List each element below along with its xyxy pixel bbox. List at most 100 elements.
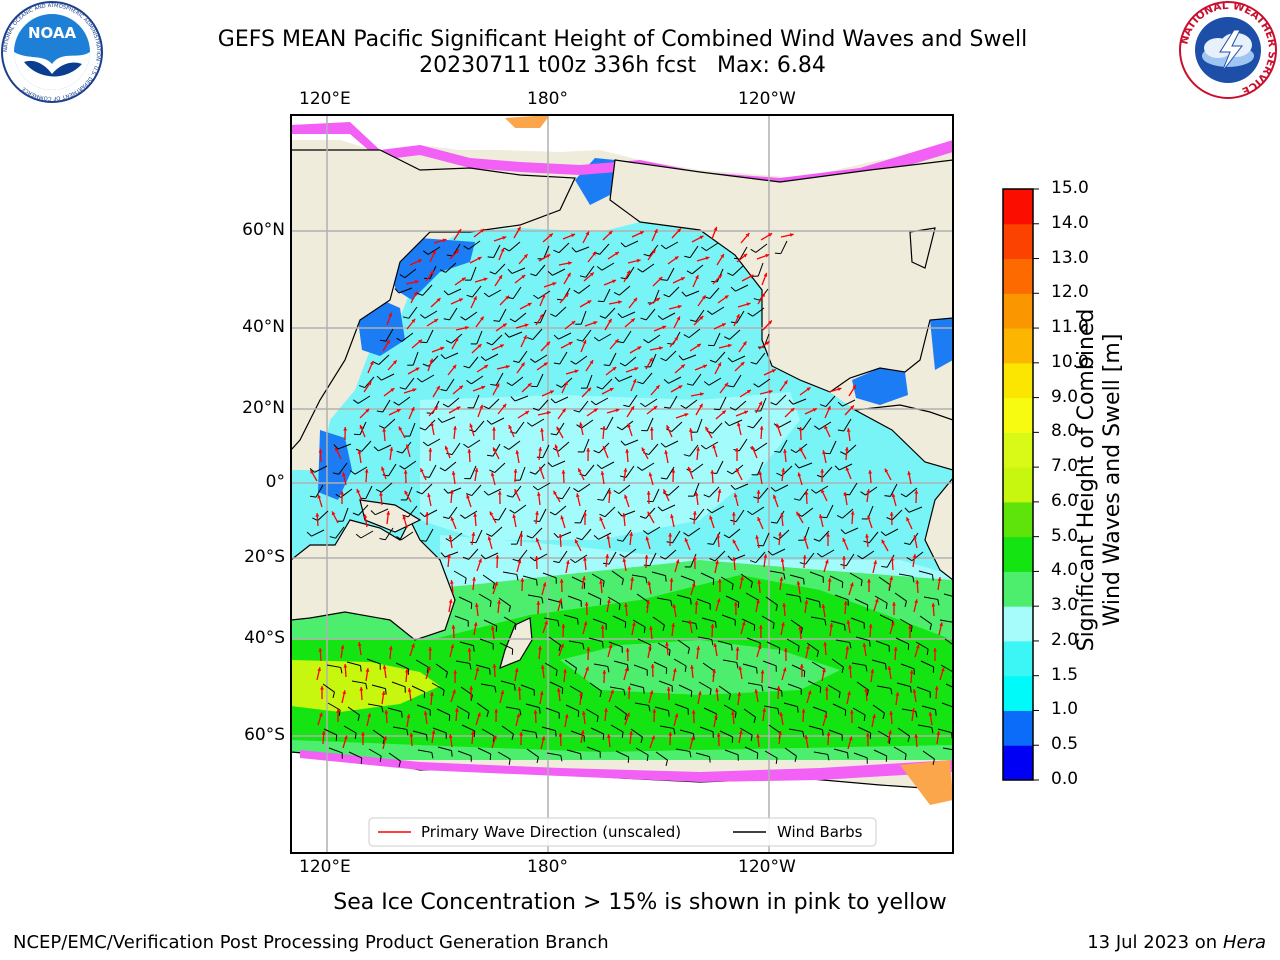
- wind-barb-feather: [955, 647, 956, 653]
- wind-barb-feather: [619, 553, 626, 558]
- wave-arrow-head: [502, 403, 507, 408]
- wind-barb: [445, 378, 455, 392]
- wind-barb: [809, 571, 824, 578]
- wind-barb: [685, 399, 698, 409]
- wind-barb: [589, 682, 602, 692]
- ocean-pale-zone: [420, 392, 800, 540]
- wind-barb: [827, 684, 841, 693]
- wave-arrow-head: [713, 643, 718, 647]
- wave-arrow-head: [736, 422, 741, 427]
- wind-barb: [531, 527, 543, 539]
- wind-barb-feather: [723, 534, 730, 539]
- wind-barb: [767, 686, 782, 692]
- wind-barb: [415, 659, 429, 668]
- wave-arrow-head: [669, 578, 674, 582]
- wind-barb-feather: [381, 706, 384, 713]
- wind-barb-feather: [493, 320, 500, 322]
- wind-barb: [849, 482, 858, 496]
- wind-barb: [746, 637, 761, 644]
- wind-barb: [499, 642, 513, 650]
- wave-arrow-head: [561, 624, 566, 628]
- wind-barb-feather: [709, 359, 716, 363]
- wind-barb: [459, 641, 474, 647]
- map-legend: Primary Wave Direction (unscaled) Wind B…: [368, 817, 877, 847]
- wave-arrow-head: [636, 258, 641, 263]
- wind-barb: [622, 311, 636, 319]
- wave-arrow-head: [497, 491, 502, 495]
- wind-barb: [427, 438, 441, 447]
- wave-arrow-head: [873, 560, 878, 565]
- wind-barb: [893, 746, 907, 755]
- wind-barb: [578, 483, 591, 493]
- wind-barb: [839, 463, 853, 471]
- wind-barb: [365, 485, 373, 499]
- wave-arrow-head: [649, 690, 654, 695]
- wind-barb: [751, 506, 765, 516]
- wind-barb-feather: [637, 381, 644, 385]
- wave-arrow-head: [664, 450, 669, 455]
- wave-arrow-head: [627, 423, 631, 428]
- wind-barb: [494, 462, 506, 473]
- wave-arrow-head: [760, 670, 765, 674]
- wave-arrow-head: [369, 361, 374, 366]
- wind-barb: [662, 504, 676, 512]
- wind-barb-feather: [486, 710, 489, 717]
- wave-arrow-head: [824, 559, 829, 564]
- wave-arrow-head: [721, 410, 726, 415]
- wind-barb-feather: [794, 755, 797, 762]
- wave-arrow-head: [608, 318, 612, 323]
- wave-arrow-head: [864, 688, 869, 692]
- wave-arrow-head: [881, 539, 886, 544]
- wave-arrow-head: [846, 428, 851, 432]
- wave-arrow-head: [891, 493, 896, 498]
- wave-arrow-head: [852, 384, 856, 389]
- wave-arrow-head: [662, 325, 667, 330]
- wind-barb: [647, 526, 661, 535]
- wave-arrow-head: [341, 472, 346, 477]
- wind-barb: [359, 421, 367, 435]
- wind-barb: [834, 594, 849, 601]
- wave-arrow-head: [514, 668, 519, 672]
- wind-barb-feather: [689, 751, 692, 758]
- wind-barb-feather: [881, 565, 888, 568]
- wind-barb: [845, 527, 859, 535]
- wave-arrow-head: [382, 665, 387, 669]
- wave-arrow-head: [688, 428, 693, 432]
- wind-barb: [813, 751, 828, 755]
- wave-arrow-head: [680, 277, 685, 281]
- wind-barb: [871, 659, 886, 665]
- wind-barb: [590, 727, 604, 735]
- wind-barb: [719, 730, 733, 738]
- wave-arrow-head: [645, 536, 650, 541]
- colorbar-tick-label: 11.0: [1051, 317, 1089, 338]
- wave-arrow-head: [388, 646, 393, 650]
- wind-barb: [781, 465, 793, 477]
- wave-arrow-head: [539, 314, 544, 319]
- wind-barb: [634, 702, 649, 706]
- wind-barb: [735, 509, 745, 522]
- wave-arrow-head: [539, 691, 544, 695]
- new-zealand: [499, 617, 533, 670]
- wave-arrow-head: [607, 490, 612, 494]
- wind-barb-feather: [401, 711, 403, 718]
- wave-arrow-head: [343, 735, 348, 740]
- wind-barb: [534, 354, 548, 363]
- wind-barb-feather: [750, 581, 753, 588]
- wind-barb: [561, 486, 571, 500]
- wave-arrow-head: [651, 735, 655, 740]
- wind-barb: [696, 598, 711, 605]
- wave-arrow-head: [666, 425, 670, 430]
- wind-barb: [940, 664, 953, 673]
- wave-arrow-head: [453, 426, 457, 430]
- wind-barb-feather: [643, 253, 650, 257]
- wind-barb-feather: [642, 530, 649, 535]
- wave-arrow-head: [799, 447, 804, 452]
- wind-barb-feather: [596, 386, 603, 390]
- wave-arrow-head: [342, 690, 347, 695]
- wave-arrow-head: [914, 490, 919, 494]
- wind-barb: [546, 752, 561, 756]
- wind-barb: [512, 286, 522, 299]
- wind-barb-feather: [777, 708, 780, 715]
- wave-arrow-head: [505, 364, 510, 369]
- wind-barb: [464, 510, 478, 519]
